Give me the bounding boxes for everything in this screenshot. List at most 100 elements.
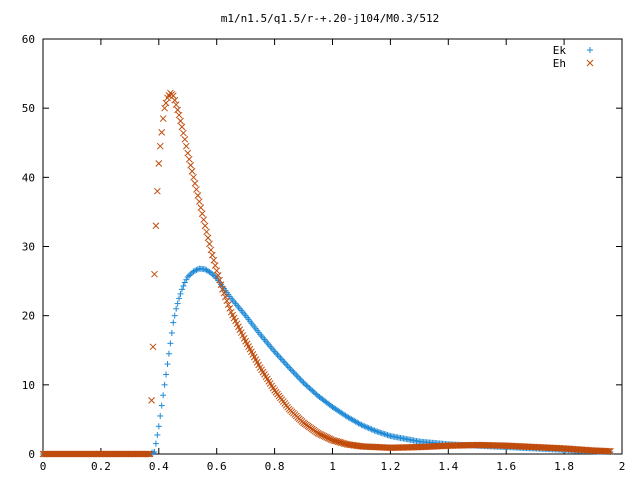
data-point <box>176 295 183 302</box>
data-point <box>161 104 168 112</box>
data-point <box>607 447 614 455</box>
data-point <box>181 279 188 286</box>
data-point <box>169 92 177 100</box>
data-point <box>170 319 177 326</box>
data-point <box>165 350 172 357</box>
data-point <box>148 397 155 404</box>
data-point <box>223 297 231 305</box>
data-point <box>178 123 186 131</box>
data-point <box>368 426 375 433</box>
data-point <box>224 301 232 308</box>
series-eh <box>39 89 614 458</box>
data-point <box>164 361 171 368</box>
data-point <box>171 312 178 319</box>
data-point <box>177 117 184 125</box>
data-point <box>201 222 209 230</box>
legend-label: Ek <box>553 44 567 57</box>
x-tick-label: 0.6 <box>207 460 227 473</box>
y-tick-label: 50 <box>22 102 35 115</box>
x-tick-label: 1.2 <box>380 460 400 473</box>
data-point <box>309 387 316 394</box>
x-tick-label: 1.4 <box>438 460 458 473</box>
data-point <box>365 425 372 432</box>
data-point <box>180 282 187 289</box>
data-point <box>180 129 187 137</box>
data-point <box>604 447 611 455</box>
data-point <box>217 281 225 289</box>
data-marks <box>39 89 614 458</box>
data-point <box>158 129 166 136</box>
data-point <box>191 267 198 274</box>
data-point <box>173 305 180 312</box>
data-point <box>312 390 319 397</box>
data-point <box>367 425 374 432</box>
data-point <box>171 96 179 104</box>
y-tick-label: 0 <box>28 448 35 461</box>
legend-marker <box>587 47 593 53</box>
data-point <box>194 192 202 199</box>
y-tick-label: 10 <box>22 379 35 392</box>
data-point <box>155 160 163 167</box>
data-point <box>209 271 216 278</box>
x-tick-label: 1 <box>329 460 336 473</box>
data-point <box>362 423 369 430</box>
data-point <box>207 246 215 254</box>
data-point <box>172 101 180 109</box>
data-point <box>304 383 311 390</box>
data-point <box>158 402 165 409</box>
x-tick-label: 0.8 <box>265 460 285 473</box>
data-point <box>190 173 197 181</box>
data-point <box>198 210 206 217</box>
x-tick-label: 1.8 <box>554 460 574 473</box>
data-point <box>163 371 170 378</box>
data-point <box>151 270 158 278</box>
data-point <box>222 293 229 301</box>
data-point <box>357 421 364 428</box>
data-point <box>216 276 223 284</box>
data-point <box>183 276 190 283</box>
data-point <box>364 424 371 431</box>
data-point <box>197 204 205 211</box>
data-point <box>160 392 167 399</box>
data-point <box>177 290 184 297</box>
data-point <box>370 426 377 433</box>
data-point <box>203 228 210 236</box>
data-point <box>190 268 197 275</box>
data-point <box>184 273 191 280</box>
data-point <box>187 271 194 278</box>
data-point <box>300 379 307 386</box>
data-point <box>204 234 212 242</box>
data-point <box>174 106 181 114</box>
data-point <box>155 423 162 430</box>
data-point <box>191 180 199 187</box>
data-point <box>209 251 216 259</box>
data-point <box>153 187 161 195</box>
data-point <box>175 111 183 119</box>
data-point <box>193 267 200 274</box>
data-point <box>206 240 213 248</box>
data-point <box>188 167 196 175</box>
x-tick-label: 0 <box>40 460 47 473</box>
data-point <box>174 300 181 307</box>
data-point <box>181 135 189 143</box>
data-point <box>195 198 203 205</box>
data-point <box>226 305 234 312</box>
data-point <box>310 388 317 395</box>
data-point <box>185 155 193 163</box>
data-point <box>358 421 365 428</box>
legend-label: Eh <box>553 57 566 70</box>
y-tick-label: 30 <box>22 241 35 254</box>
x-tick-label: 2 <box>619 460 626 473</box>
data-point <box>605 447 613 455</box>
x-tick-label: 0.2 <box>91 460 111 473</box>
data-point <box>371 427 378 434</box>
data-point <box>200 216 208 224</box>
x-tick-label: 1.6 <box>496 460 516 473</box>
data-point <box>161 381 168 388</box>
data-point <box>143 450 151 458</box>
data-point <box>187 161 194 169</box>
data-point <box>157 412 164 419</box>
data-point <box>193 186 200 193</box>
data-point <box>219 286 226 293</box>
